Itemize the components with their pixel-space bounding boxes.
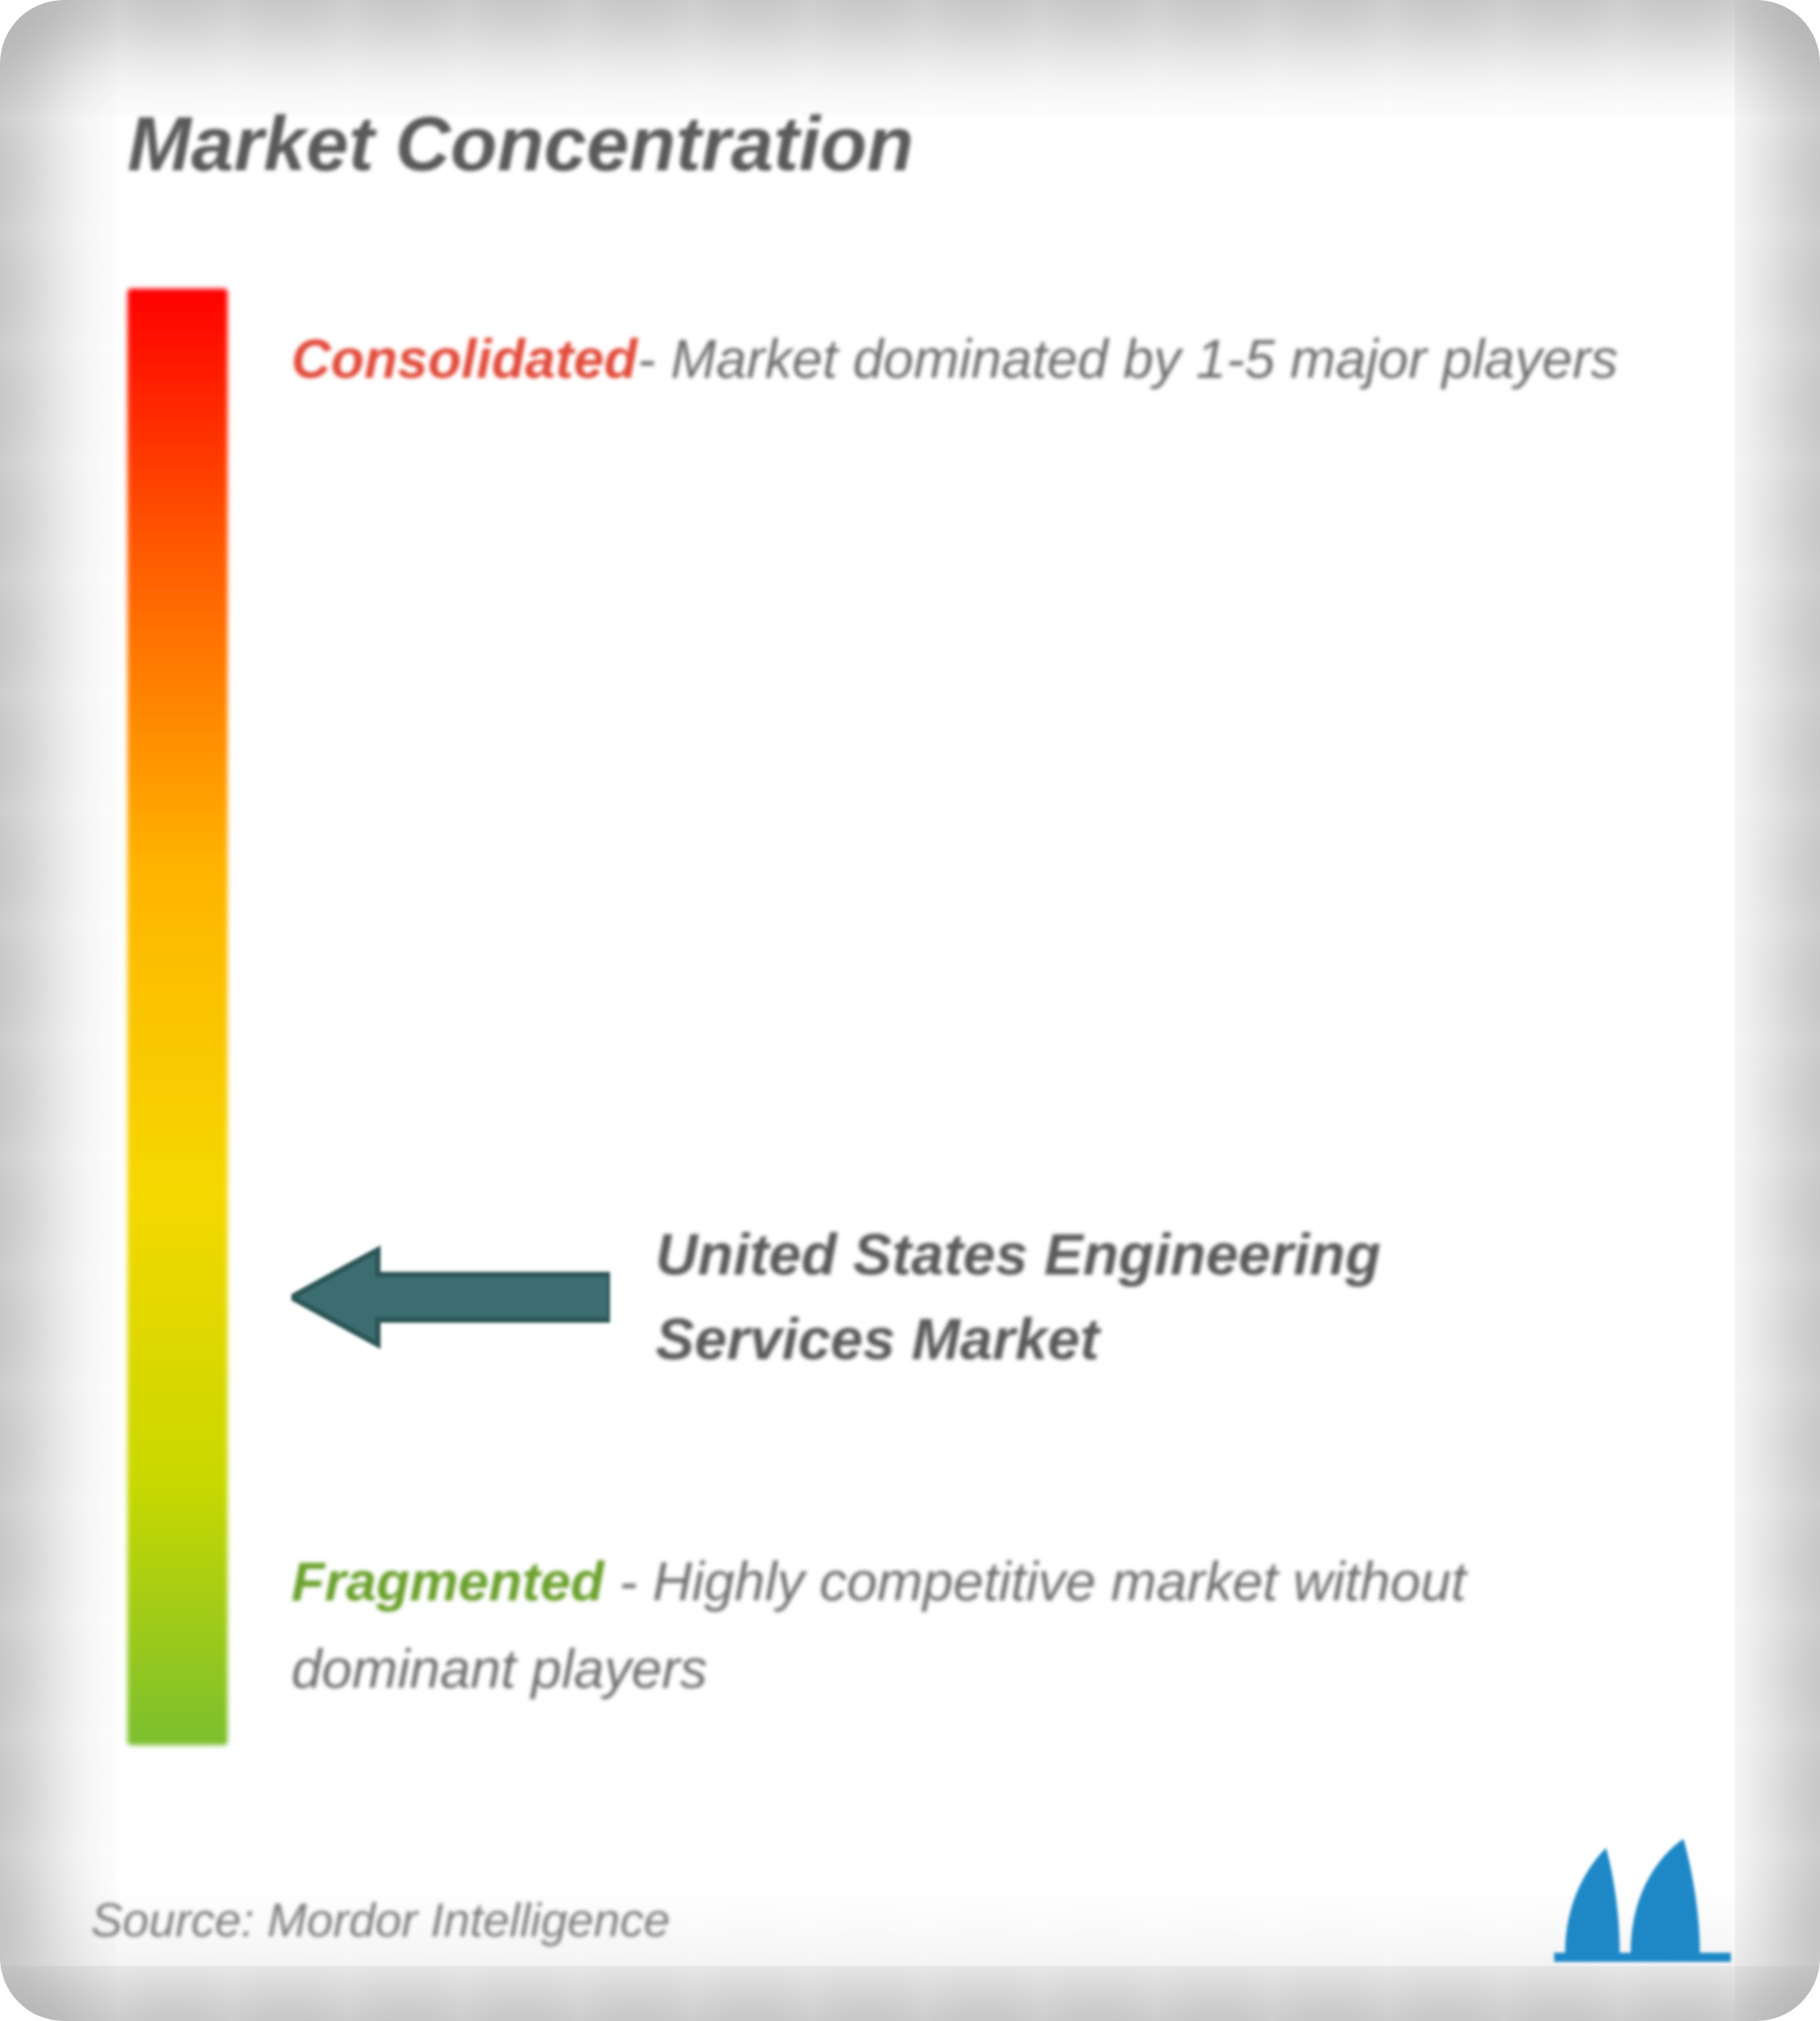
page-title: Market Concentration: [127, 100, 1693, 188]
infographic-card: Market Concentration Consolidated- Marke…: [0, 0, 1820, 2021]
fragmented-description: Fragmented - Highly competitive market w…: [291, 1539, 1656, 1713]
consolidated-description: Consolidated- Market dominated by 1-5 ma…: [291, 316, 1656, 403]
brand-logo-icon: [1547, 1830, 1738, 1966]
market-name-label: United States Engineering Services Marke…: [656, 1213, 1566, 1382]
content-row: Consolidated- Market dominated by 1-5 ma…: [127, 289, 1693, 1763]
source-attribution: Source: Mordor Intelligence: [91, 1894, 670, 1948]
source-name: Mordor Intelligence: [268, 1894, 670, 1947]
consolidated-rest: - Market dominated by 1-5 major players: [637, 329, 1618, 390]
market-position-marker: United States Engineering Services Marke…: [291, 1213, 1566, 1382]
source-prefix: Source:: [91, 1894, 268, 1947]
concentration-gradient-bar: [127, 289, 228, 1745]
arrow-left-icon: [291, 1243, 610, 1352]
consolidated-label: Consolidated: [291, 329, 637, 390]
descriptions-column: Consolidated- Market dominated by 1-5 ma…: [291, 289, 1693, 1763]
fragmented-label: Fragmented: [291, 1551, 604, 1612]
